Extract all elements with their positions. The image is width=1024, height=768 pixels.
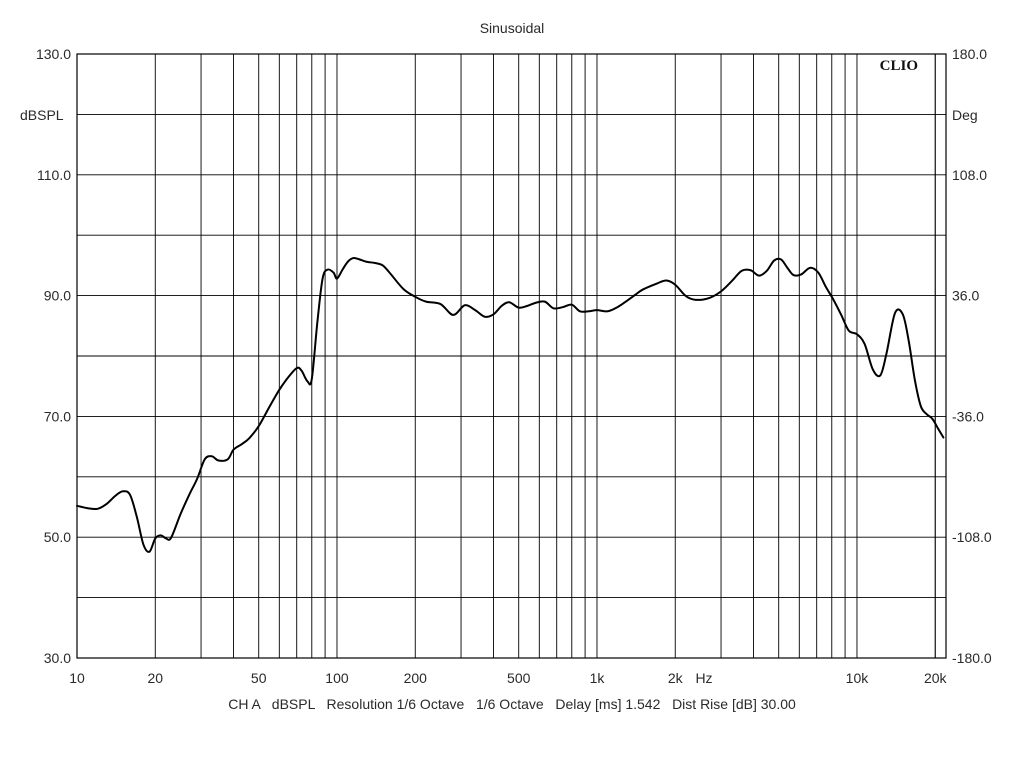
x-tick-label: 200 xyxy=(404,670,428,686)
dist-rise-label: Dist Rise [dB] 30.00 xyxy=(672,696,796,712)
y2-tick-label: 180.0 xyxy=(952,46,987,62)
x-tick-label: 100 xyxy=(325,670,349,686)
x-axis-labels: 10 20 50 100 200 500 1k 2k 10k 20k xyxy=(69,670,947,686)
y-axis-labels: 130.0 110.0 90.0 70.0 50.0 30.0 xyxy=(36,46,71,666)
y-tick-label: 90.0 xyxy=(44,288,71,304)
x-tick-label: 10 xyxy=(69,670,85,686)
y2-axis-unit: Deg xyxy=(952,107,978,123)
y2-axis-labels: 180.0 108.0 36.0 -36.0 -108.0 -180.0 xyxy=(952,46,992,666)
y-axis-unit: dBSPL xyxy=(20,107,64,123)
delay-label: Delay [ms] 1.542 xyxy=(555,696,661,712)
y2-tick-label: -108.0 xyxy=(952,529,992,545)
x-tick-label: 500 xyxy=(507,670,531,686)
y-tick-label: 70.0 xyxy=(44,408,71,424)
x-tick-label: 50 xyxy=(251,670,267,686)
plot-frame xyxy=(76,53,947,659)
x-tick-label: 20 xyxy=(147,670,163,686)
unit-label: dBSPL xyxy=(271,696,315,712)
y2-tick-label: 36.0 xyxy=(952,288,979,304)
x-tick-label: 10k xyxy=(846,670,870,686)
y-tick-label: 50.0 xyxy=(44,529,71,545)
x-axis-unit: Hz xyxy=(695,670,712,686)
channel-label: CH A xyxy=(228,696,261,712)
y2-tick-label: -180.0 xyxy=(952,650,992,666)
resolution-label: Resolution 1/6 Octave xyxy=(326,696,465,712)
x-tick-label: 20k xyxy=(924,670,948,686)
chart-title: Sinusoidal xyxy=(480,20,545,36)
clio-brand: CLIO xyxy=(880,58,918,74)
x-tick-label: 1k xyxy=(590,670,606,686)
y2-tick-label: 108.0 xyxy=(952,167,987,183)
y-tick-label: 130.0 xyxy=(36,46,71,62)
grid xyxy=(77,54,946,658)
y-tick-label: 30.0 xyxy=(44,650,71,666)
y2-tick-label: -36.0 xyxy=(952,408,984,424)
y-tick-label: 110.0 xyxy=(37,167,71,183)
x-tick-label: 2k xyxy=(668,670,684,686)
series-line-0 xyxy=(76,256,945,553)
series-group xyxy=(76,256,945,553)
measurement-info: CH A dBSPL Resolution 1/6 Octave 1/6 Oct… xyxy=(0,696,1024,712)
octave-label: 1/6 Octave xyxy=(475,696,544,712)
